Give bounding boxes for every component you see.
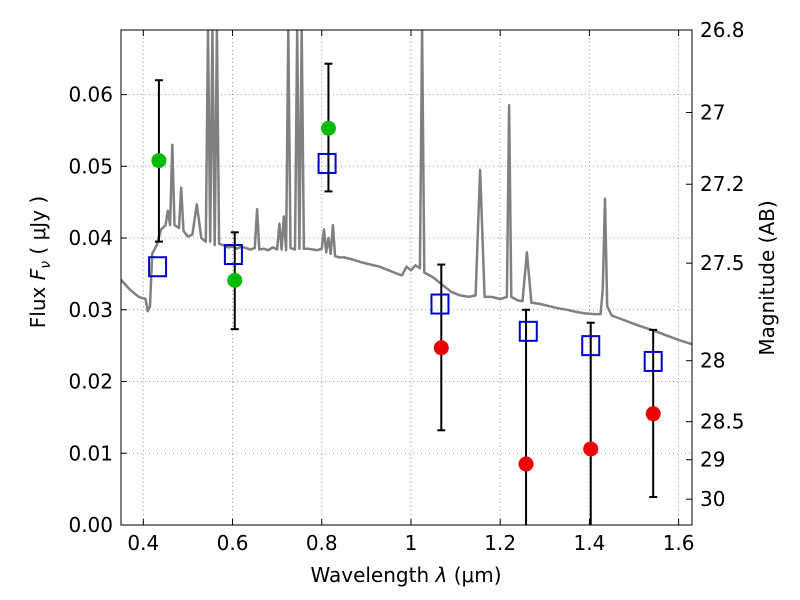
- model-photometry-point: [581, 335, 601, 357]
- y-tick-label: 0.02: [68, 370, 113, 394]
- observed-point-red: [433, 340, 449, 356]
- x-tick-label: 1.6: [663, 531, 695, 555]
- y-tick-label: 0.04: [68, 226, 113, 250]
- y2-tick-label: 29: [700, 448, 725, 472]
- model-photometry-point: [223, 244, 243, 266]
- y2-tick-label: 26.8: [700, 18, 745, 42]
- y2-tick-label: 27.5: [700, 251, 745, 275]
- observed-point-red: [518, 456, 534, 472]
- model-photometry-point: [317, 152, 337, 174]
- y-axis-label: Flux Fν ( μJy ): [26, 196, 55, 328]
- x-tick-label: 0.4: [127, 531, 159, 555]
- model-spectrum-line: [121, 30, 692, 346]
- y-tick-label: 0.01: [68, 441, 113, 465]
- y-tick-label: 0.05: [68, 154, 113, 178]
- y-tick-label: 0.00: [68, 513, 113, 537]
- y2-tick-label: 30: [700, 487, 725, 511]
- y2-tick-label: 27.2: [700, 172, 745, 196]
- axis-ticks: 0.4 0.6 0.8 1 1.2 1.4 1.6 0.00 0.01 0.02 0.03 0.04 0…: [68, 18, 744, 555]
- x-tick-label: 0.8: [306, 531, 338, 555]
- x-tick-label: 1.2: [484, 531, 516, 555]
- data-markers: [148, 120, 663, 472]
- model-photometry-point: [518, 320, 538, 342]
- observed-point-green: [320, 120, 336, 136]
- x-tick-label: 1.4: [573, 531, 605, 555]
- x-tick-label: 0.6: [217, 531, 249, 555]
- y2-tick-label: 28: [700, 349, 725, 373]
- observed-point-red: [583, 441, 599, 457]
- model-spectrum-path: [121, 30, 692, 346]
- model-photometry-point: [430, 293, 450, 315]
- plot-frame: [120, 29, 693, 526]
- y2-tick-label: 27: [700, 101, 725, 125]
- x-tick-label: 1: [405, 531, 418, 555]
- y-tick-label: 0.06: [68, 83, 113, 107]
- y2-tick-label: 28.5: [700, 410, 745, 434]
- error-bars: [154, 62, 658, 525]
- observed-point-green: [227, 272, 243, 288]
- observed-point-green: [151, 153, 167, 169]
- model-photometry-point: [148, 256, 168, 278]
- y-tick-label: 0.03: [68, 298, 113, 322]
- y2-axis-label: Magnitude (AB): [755, 200, 779, 355]
- x-axis-label: Wavelength λ (μm): [310, 563, 501, 587]
- model-photometry-point: [643, 350, 663, 372]
- observed-point-red: [645, 406, 661, 422]
